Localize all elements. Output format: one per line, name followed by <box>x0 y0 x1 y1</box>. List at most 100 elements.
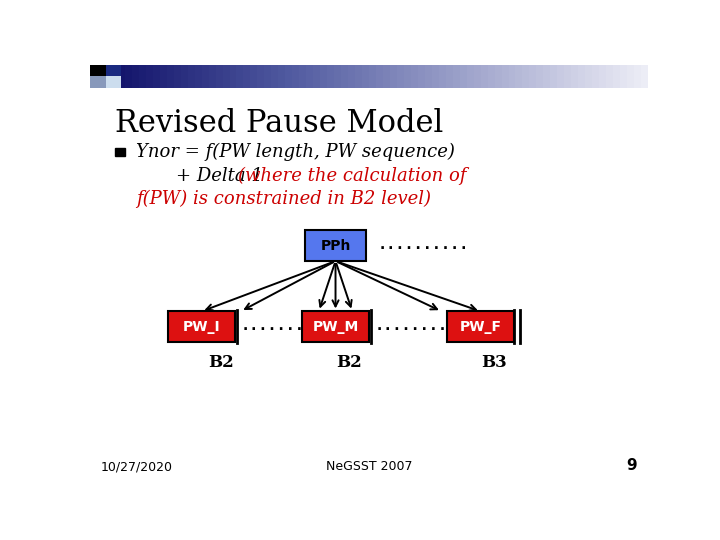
Bar <box>167 65 175 87</box>
Text: ..........: .......... <box>374 319 466 333</box>
Text: B2: B2 <box>336 354 362 370</box>
Bar <box>334 65 342 87</box>
Bar <box>467 65 474 87</box>
Bar <box>202 65 210 87</box>
Bar <box>104 65 112 87</box>
Bar <box>313 65 321 87</box>
Bar <box>620 65 628 87</box>
Bar <box>606 65 614 87</box>
Bar <box>341 65 349 87</box>
Bar <box>447 311 514 342</box>
Text: f(PW) is constrained in B2 level): f(PW) is constrained in B2 level) <box>136 190 431 208</box>
Bar <box>97 65 105 87</box>
Bar <box>487 65 495 87</box>
Bar <box>153 65 161 87</box>
Bar <box>115 148 125 156</box>
Bar <box>613 65 621 87</box>
Bar <box>390 65 398 87</box>
Bar <box>279 65 287 87</box>
Bar <box>264 65 272 87</box>
Bar <box>355 65 363 87</box>
Bar <box>139 65 147 87</box>
Text: Revised Pause Model: Revised Pause Model <box>115 109 444 139</box>
Bar <box>188 65 196 87</box>
Bar <box>557 65 565 87</box>
Bar <box>209 65 217 87</box>
Bar <box>397 65 405 87</box>
Bar <box>90 65 106 77</box>
Text: PPh: PPh <box>320 239 351 253</box>
Bar <box>516 65 523 87</box>
Bar <box>593 65 600 87</box>
Bar <box>145 65 154 87</box>
Bar <box>258 65 266 87</box>
Bar <box>446 65 454 87</box>
Bar <box>544 65 552 87</box>
Bar <box>502 65 510 87</box>
Bar <box>160 65 168 87</box>
Text: PW_I: PW_I <box>183 320 220 334</box>
Bar <box>194 65 203 87</box>
Bar <box>641 65 649 87</box>
Bar <box>571 65 580 87</box>
Text: (where the calculation of: (where the calculation of <box>238 167 467 185</box>
Bar <box>215 65 224 87</box>
Text: 10/27/2020: 10/27/2020 <box>101 460 173 473</box>
Bar <box>327 65 336 87</box>
Bar <box>523 65 531 87</box>
Bar <box>495 65 503 87</box>
Bar <box>125 65 133 87</box>
Bar <box>90 65 98 87</box>
Text: PW_F: PW_F <box>459 320 502 334</box>
Bar <box>306 65 315 87</box>
Bar <box>564 65 572 87</box>
Bar <box>168 311 235 342</box>
Bar <box>236 65 245 87</box>
Bar <box>425 65 433 87</box>
Bar <box>132 65 140 87</box>
Bar <box>404 65 412 87</box>
Bar <box>599 65 607 87</box>
Bar <box>271 65 279 87</box>
Text: B3: B3 <box>482 354 508 370</box>
Bar <box>292 65 300 87</box>
Bar <box>508 65 516 87</box>
Bar <box>251 65 258 87</box>
Text: Ynor = f(PW length, PW sequence): Ynor = f(PW length, PW sequence) <box>136 143 454 161</box>
Bar <box>174 65 181 87</box>
Bar <box>106 65 121 77</box>
Bar <box>369 65 377 87</box>
Bar <box>432 65 440 87</box>
Bar <box>418 65 426 87</box>
Bar <box>627 65 635 87</box>
Bar <box>111 65 119 87</box>
Bar <box>348 65 356 87</box>
Bar <box>474 65 482 87</box>
Text: + Delta 1: + Delta 1 <box>176 167 269 185</box>
Bar <box>383 65 391 87</box>
Text: ..........: .......... <box>240 319 332 333</box>
Bar <box>230 65 238 87</box>
Bar <box>90 77 106 88</box>
Bar <box>181 65 189 87</box>
Text: ..........: .......... <box>377 238 469 252</box>
Bar <box>438 65 447 87</box>
Bar <box>376 65 384 87</box>
Text: PW_M: PW_M <box>312 320 359 334</box>
Bar <box>243 65 251 87</box>
Text: NeGSST 2007: NeGSST 2007 <box>325 460 413 473</box>
Bar <box>222 65 230 87</box>
Bar <box>529 65 538 87</box>
Bar <box>411 65 419 87</box>
Bar <box>550 65 559 87</box>
Bar <box>320 65 328 87</box>
Text: 9: 9 <box>626 458 637 473</box>
Bar <box>305 230 366 261</box>
Bar <box>106 77 121 88</box>
Bar <box>459 65 468 87</box>
Bar <box>634 65 642 87</box>
Bar <box>453 65 461 87</box>
Bar <box>302 311 369 342</box>
Bar <box>481 65 489 87</box>
Bar <box>578 65 586 87</box>
